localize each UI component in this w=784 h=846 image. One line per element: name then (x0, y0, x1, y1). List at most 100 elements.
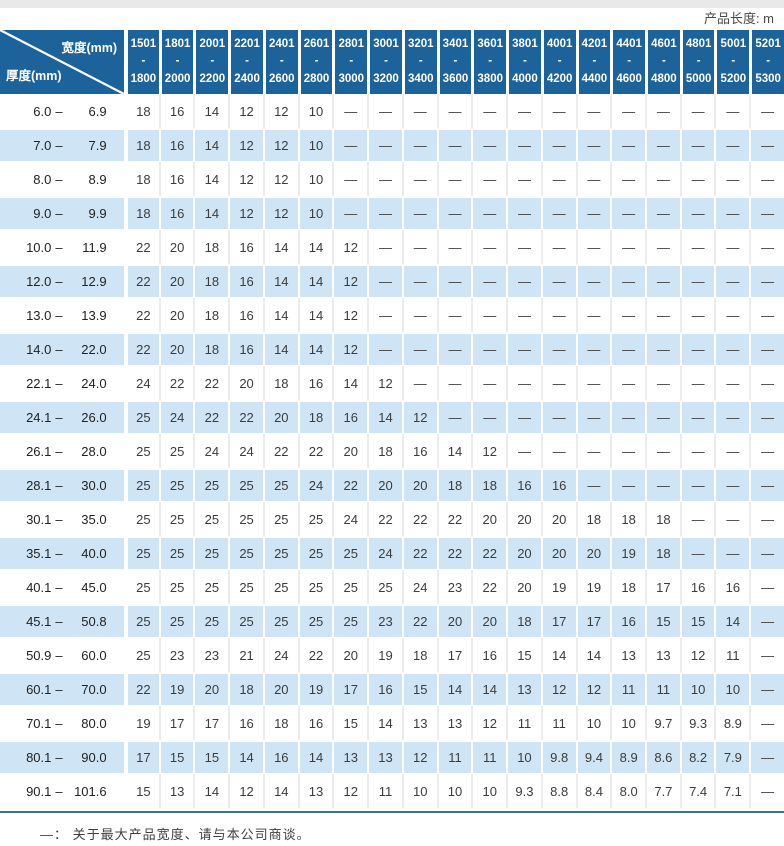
length-value-cell: 25 (158, 604, 194, 638)
length-value-cell: 15 (124, 774, 159, 808)
length-value-cell: 16 (158, 128, 194, 162)
length-value-cell: — (401, 94, 437, 128)
length-value-cell: 10 (610, 706, 645, 740)
column-header-line1: 2401 (269, 38, 295, 51)
length-value-cell: 25 (297, 604, 333, 638)
length-value-cell: — (749, 196, 784, 230)
length-value-cell: 13 (645, 638, 680, 672)
length-value-cell: 9.8 (540, 740, 576, 774)
length-value-cell: 14 (471, 672, 507, 706)
length-value-cell: — (610, 298, 645, 332)
length-value-cell: — (540, 94, 576, 128)
length-value-cell: 11 (367, 774, 402, 808)
length-value-cell: — (471, 94, 506, 128)
table-row: 60.1–70.0 22 19 20 18 20 19 17 16 15 14 14 13 12 12 11 1… (0, 672, 784, 706)
length-value-cell: — (401, 332, 437, 366)
length-value-cell: 25 (158, 536, 194, 570)
length-value-cell: 14 (262, 774, 298, 808)
length-value-cell: — (749, 230, 784, 264)
row-label-thickness-range: 80.1– 90.0 (0, 740, 124, 774)
thickness-min: 50.9 (26, 647, 52, 663)
length-value-cell: 19 (124, 706, 159, 740)
length-value-cell: 11 (506, 706, 541, 740)
length-value-cell: — (471, 332, 507, 366)
length-value-cell: 20 (158, 298, 194, 332)
length-value-cell: — (714, 502, 749, 536)
length-value-cell: 20 (158, 264, 194, 298)
column-header-line2: - 4600 (616, 55, 642, 85)
column-header-width-range: 2401 - 2600 (262, 30, 298, 94)
length-value-cell: 20 (506, 536, 541, 570)
length-value-cell: 25 (332, 536, 368, 570)
length-value-cell: 14 (262, 264, 298, 298)
length-value-cell: 23 (193, 638, 228, 672)
length-value-cell: — (367, 162, 402, 196)
thickness-max: 13.9 (81, 307, 107, 323)
range-separator: – (55, 614, 63, 629)
length-value-cell: — (610, 196, 646, 230)
length-value-cell: — (436, 230, 472, 264)
length-value-cell: — (332, 196, 368, 230)
length-value-cell: 13 (297, 774, 333, 808)
range-separator: – (55, 171, 63, 187)
length-value-cell: — (714, 128, 750, 162)
range-separator: – (55, 511, 63, 527)
length-value-cell: — (540, 400, 576, 434)
length-value-cell: 17 (332, 672, 368, 706)
length-value-cell: 8.9 (610, 740, 646, 774)
length-value-cell: 22 (124, 264, 159, 298)
column-header-line2: - 1800 (130, 55, 157, 85)
length-value-cell: 23 (158, 638, 194, 672)
length-value-cell: — (401, 196, 437, 230)
length-value-cell: 13 (158, 774, 194, 808)
length-value-cell: 11 (436, 740, 472, 774)
thickness-max: 90.0 (81, 750, 107, 765)
column-header-line1: 4601 (651, 38, 677, 51)
length-value-cell: 20 (471, 604, 507, 638)
length-value-cell: — (714, 400, 750, 434)
table-row: 90.1–101.6 15 13 14 12 14 13 12 11 10 10 10 9.3 8.8 8.… (0, 774, 784, 808)
column-header-line1: 2601 (303, 38, 330, 51)
length-value-cell: — (749, 298, 784, 332)
length-value-cell: 12 (228, 196, 263, 230)
length-value-cell: 16 (679, 570, 715, 604)
length-value-cell: 25 (124, 570, 159, 604)
column-header-line1: 1801 (164, 38, 191, 51)
length-value-cell: — (540, 128, 576, 162)
table-row: 26.1–28.0 25 25 24 24 22 22 20 18 16 14 12— — — — — — — — (0, 434, 784, 468)
length-value-cell: 21 (228, 638, 263, 672)
length-value-cell: 18 (262, 706, 298, 740)
column-header-width-range: 4201 - 4400 (575, 30, 611, 94)
length-value-cell: 11 (540, 706, 576, 740)
column-header-line2: - 5000 (685, 55, 712, 85)
length-value-cell: 13 (610, 638, 645, 672)
length-value-cell: 19 (575, 570, 611, 604)
length-value-cell: — (575, 196, 611, 230)
length-value-cell: — (540, 230, 576, 264)
length-value-cell: — (749, 162, 784, 196)
length-value-cell: 13 (506, 672, 541, 706)
length-value-cell: 25 (297, 570, 333, 604)
length-value-cell: 20 (332, 434, 367, 468)
length-value-cell: 12 (228, 94, 263, 128)
length-value-cell: 25 (262, 536, 298, 570)
length-value-cell: 17 (158, 706, 194, 740)
length-value-cell: 14 (297, 332, 333, 366)
length-value-cell: 9.4 (575, 740, 611, 774)
length-value-cell: 20 (158, 230, 194, 264)
length-value-cell: 11 (714, 638, 749, 672)
thickness-min: 45.1 (26, 614, 52, 629)
column-header-width-range: 3001 - 3200 (367, 30, 402, 94)
length-value-cell: 14 (262, 332, 298, 366)
length-value-cell: — (714, 536, 750, 570)
thickness-min: 60.1 (26, 682, 52, 697)
length-value-cell: — (401, 128, 437, 162)
length-value-cell: 16 (228, 264, 263, 298)
column-header-width-range: 3801 - 4000 (506, 30, 541, 94)
length-value-cell: 12 (332, 264, 368, 298)
length-value-cell: 20 (471, 502, 506, 536)
thickness-axis-label: 厚度(mm) (6, 69, 62, 84)
length-value-cell: — (679, 298, 715, 332)
length-value-cell: 14 (367, 706, 402, 740)
length-value-cell: — (749, 672, 784, 706)
